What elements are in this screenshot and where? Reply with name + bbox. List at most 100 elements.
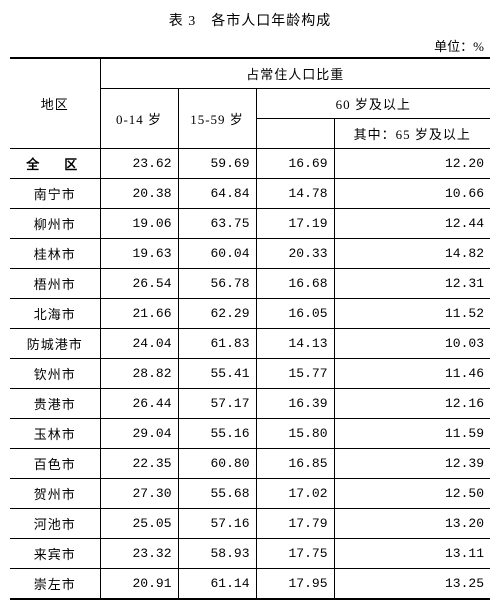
cell-value: 59.69 [178, 149, 256, 179]
table-row: 百色市22.3560.8016.8512.39 [10, 449, 490, 479]
cell-value: 12.50 [334, 479, 490, 509]
col-header-0-14: 0-14 岁 [100, 89, 178, 149]
col-header-region: 地区 [10, 58, 100, 149]
cell-value: 14.82 [334, 239, 490, 269]
table-row: 北海市21.6662.2916.0511.52 [10, 299, 490, 329]
cell-value: 60.04 [178, 239, 256, 269]
table-title: 表 3 各市人口年龄构成 [10, 10, 490, 30]
cell-value: 19.63 [100, 239, 178, 269]
cell-value: 11.59 [334, 419, 490, 449]
cell-value: 13.20 [334, 509, 490, 539]
cell-region: 崇左市 [10, 569, 100, 600]
cell-value: 64.84 [178, 179, 256, 209]
cell-value: 13.25 [334, 569, 490, 600]
cell-region: 河池市 [10, 509, 100, 539]
cell-value: 20.38 [100, 179, 178, 209]
cell-value: 13.11 [334, 539, 490, 569]
cell-value: 12.16 [334, 389, 490, 419]
cell-value: 23.32 [100, 539, 178, 569]
col-header-60plus-blank [256, 119, 334, 149]
table-row: 梧州市26.5456.7816.6812.31 [10, 269, 490, 299]
table-row: 桂林市19.6360.0420.3314.82 [10, 239, 490, 269]
cell-value: 11.52 [334, 299, 490, 329]
cell-value: 17.02 [256, 479, 334, 509]
cell-value: 16.39 [256, 389, 334, 419]
table-row: 河池市25.0557.1617.7913.20 [10, 509, 490, 539]
cell-value: 23.62 [100, 149, 178, 179]
cell-region: 来宾市 [10, 539, 100, 569]
cell-region: 钦州市 [10, 359, 100, 389]
table-row: 玉林市29.0455.1615.8011.59 [10, 419, 490, 449]
table-row: 贺州市27.3055.6817.0212.50 [10, 479, 490, 509]
cell-value: 17.95 [256, 569, 334, 600]
cell-value: 61.14 [178, 569, 256, 600]
col-header-65plus: 其中：65 岁及以上 [334, 119, 490, 149]
cell-value: 56.78 [178, 269, 256, 299]
cell-region: 梧州市 [10, 269, 100, 299]
cell-value: 55.16 [178, 419, 256, 449]
population-age-composition-table: 地区 占常住人口比重 0-14 岁 15-59 岁 60 岁及以上 其中：65 … [10, 57, 490, 600]
table-row: 崇左市20.9161.1417.9513.25 [10, 569, 490, 600]
cell-value: 14.13 [256, 329, 334, 359]
col-header-15-59: 15-59 岁 [178, 89, 256, 149]
cell-value: 58.93 [178, 539, 256, 569]
cell-value: 10.66 [334, 179, 490, 209]
cell-value: 60.80 [178, 449, 256, 479]
table-row: 钦州市28.8255.4115.7711.46 [10, 359, 490, 389]
col-header-60plus: 60 岁及以上 [256, 89, 490, 119]
cell-value: 24.04 [100, 329, 178, 359]
cell-value: 29.04 [100, 419, 178, 449]
cell-value: 17.79 [256, 509, 334, 539]
cell-region: 贵港市 [10, 389, 100, 419]
cell-value: 22.35 [100, 449, 178, 479]
cell-value: 21.66 [100, 299, 178, 329]
cell-region: 北海市 [10, 299, 100, 329]
cell-value: 28.82 [100, 359, 178, 389]
cell-value: 12.20 [334, 149, 490, 179]
table-row: 全 区23.6259.6916.6912.20 [10, 149, 490, 179]
cell-value: 57.17 [178, 389, 256, 419]
cell-value: 16.05 [256, 299, 334, 329]
table-row: 南宁市20.3864.8414.7810.66 [10, 179, 490, 209]
cell-value: 12.39 [334, 449, 490, 479]
table-unit: 单位：% [10, 36, 490, 55]
cell-value: 61.83 [178, 329, 256, 359]
cell-region: 桂林市 [10, 239, 100, 269]
cell-value: 17.19 [256, 209, 334, 239]
cell-value: 17.75 [256, 539, 334, 569]
cell-value: 27.30 [100, 479, 178, 509]
cell-value: 55.41 [178, 359, 256, 389]
cell-value: 16.69 [256, 149, 334, 179]
cell-region: 全 区 [10, 149, 100, 179]
cell-value: 20.91 [100, 569, 178, 600]
cell-value: 16.68 [256, 269, 334, 299]
cell-value: 14.78 [256, 179, 334, 209]
table-row: 来宾市23.3258.9317.7513.11 [10, 539, 490, 569]
table-row: 防城港市24.0461.8314.1310.03 [10, 329, 490, 359]
cell-value: 26.54 [100, 269, 178, 299]
cell-value: 11.46 [334, 359, 490, 389]
cell-value: 55.68 [178, 479, 256, 509]
cell-value: 20.33 [256, 239, 334, 269]
cell-value: 16.85 [256, 449, 334, 479]
cell-value: 15.80 [256, 419, 334, 449]
cell-region: 百色市 [10, 449, 100, 479]
cell-value: 26.44 [100, 389, 178, 419]
table-row: 贵港市26.4457.1716.3912.16 [10, 389, 490, 419]
table-row: 柳州市19.0663.7517.1912.44 [10, 209, 490, 239]
cell-value: 12.31 [334, 269, 490, 299]
cell-value: 63.75 [178, 209, 256, 239]
cell-value: 12.44 [334, 209, 490, 239]
table-body: 全 区23.6259.6916.6912.20南宁市20.3864.8414.7… [10, 149, 490, 600]
cell-region: 防城港市 [10, 329, 100, 359]
cell-value: 19.06 [100, 209, 178, 239]
cell-region: 贺州市 [10, 479, 100, 509]
cell-value: 57.16 [178, 509, 256, 539]
cell-region: 玉林市 [10, 419, 100, 449]
cell-region: 南宁市 [10, 179, 100, 209]
cell-value: 62.29 [178, 299, 256, 329]
cell-value: 10.03 [334, 329, 490, 359]
col-header-group: 占常住人口比重 [100, 58, 490, 89]
cell-value: 25.05 [100, 509, 178, 539]
cell-value: 15.77 [256, 359, 334, 389]
